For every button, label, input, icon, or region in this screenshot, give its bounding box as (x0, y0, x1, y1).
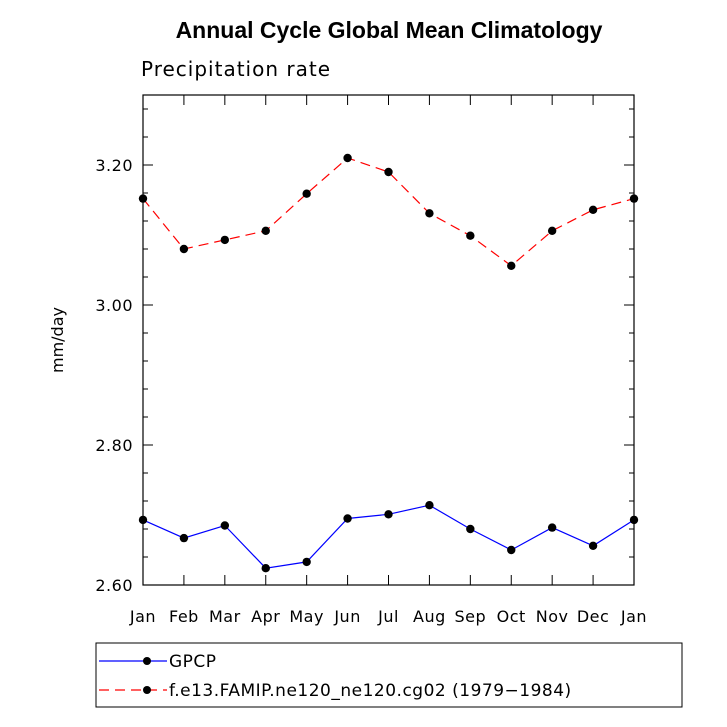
series-1-point (138, 194, 148, 203)
series-1-point (302, 189, 311, 198)
series-0-point (507, 545, 516, 555)
series-1-point (384, 167, 393, 177)
series-1-point (179, 244, 189, 254)
y-tick-label: 2.60 (95, 576, 133, 595)
chart-subtitle: Precipitation rate (141, 57, 331, 81)
legend-label-model: f.e13.FAMIP.ne120_ne120.cg02 (1979−1984) (169, 681, 572, 701)
series-0-point (384, 510, 393, 519)
series-0-point (220, 521, 230, 530)
y-tick-label: 2.80 (95, 436, 133, 455)
x-tick-label: Sep (455, 607, 487, 626)
series-1-point (466, 231, 475, 240)
x-tick-label: Feb (169, 607, 199, 626)
series-1-point (261, 226, 270, 235)
legend-marker-model (143, 686, 151, 694)
series-0-point (302, 557, 311, 567)
series-0-point (425, 501, 434, 510)
series-0-point (547, 523, 557, 532)
x-tick-label: Aug (413, 607, 446, 626)
y-tick-labels: 2.60 2.80 3.00 3.20 (95, 156, 133, 595)
x-tick-label: Apr (251, 607, 280, 626)
legend-marker-gpcp (143, 657, 151, 665)
x-tick-label: Jun (333, 607, 361, 626)
series-0-point (138, 515, 148, 525)
y-axis-label: mm/day (48, 307, 67, 373)
x-tick-label: Jan (129, 607, 156, 626)
series-1-point (547, 226, 557, 235)
series-1-point (507, 261, 516, 270)
legend-entry-gpcp: GPCP (99, 652, 217, 672)
series-0-point (629, 515, 639, 525)
y-tick-label: 3.00 (95, 296, 133, 315)
legend-label-gpcp: GPCP (169, 652, 217, 672)
series-0-point (343, 514, 352, 523)
x-tick-label: May (289, 607, 324, 626)
x-tick-label: Dec (577, 607, 609, 626)
x-tick-label: Jul (377, 607, 399, 626)
axis-ticks (142, 95, 635, 586)
series-1-point (588, 205, 598, 214)
chart-title: Annual Cycle Global Mean Climatology (176, 17, 603, 43)
y-tick-label: 3.20 (95, 156, 133, 175)
series-0-point (261, 564, 270, 573)
series-1-point (343, 153, 352, 163)
series-1-point (220, 235, 230, 245)
x-tick-label: Oct (497, 607, 526, 626)
series-layer (138, 153, 639, 573)
legend-entry-model: f.e13.FAMIP.ne120_ne120.cg02 (1979−1984) (99, 681, 572, 701)
series-1-point (425, 209, 434, 218)
x-tick-label: Nov (536, 607, 569, 626)
series-0-point (588, 541, 598, 550)
x-tick-label: Mar (209, 607, 241, 626)
x-tick-labels: Jan Feb Mar Apr May Jun Jul Aug Sep Oct Nov Dec Jan (129, 607, 647, 626)
series-1-point (629, 194, 639, 203)
x-tick-label: Jan (620, 607, 647, 626)
series-0-point (466, 524, 475, 534)
legend-box (95, 642, 683, 708)
series-0-point (179, 533, 189, 543)
